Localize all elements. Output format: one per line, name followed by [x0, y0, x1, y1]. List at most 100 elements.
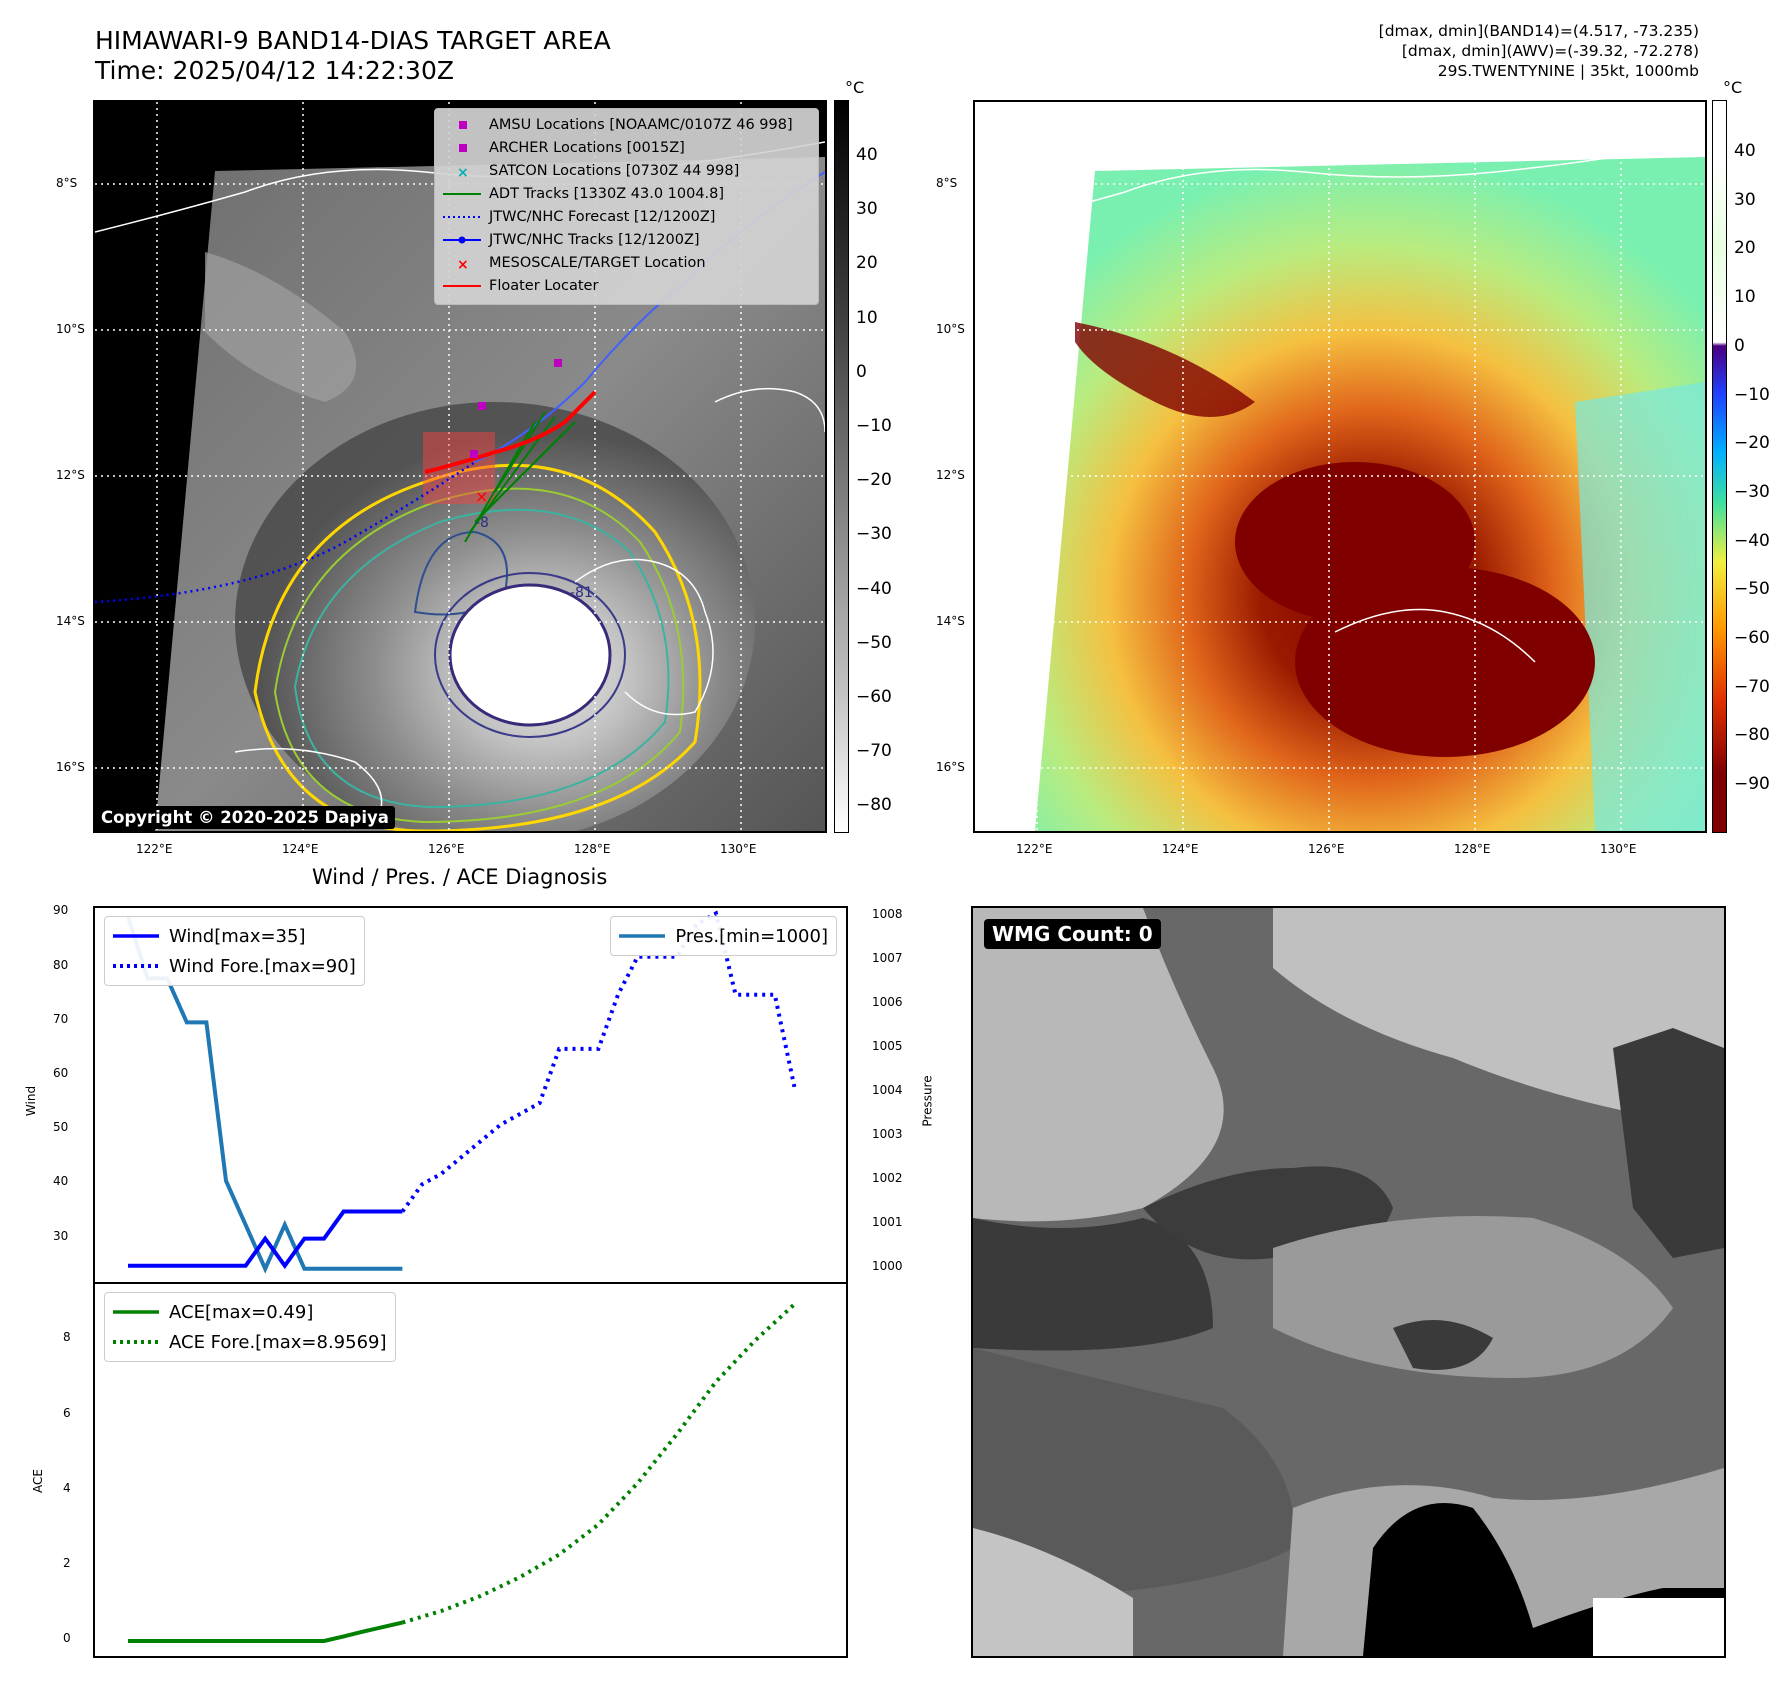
lat-label: 8°S	[936, 176, 958, 190]
legend-label: Floater Locater	[489, 277, 599, 294]
figure-time: Time: 2025/04/12 14:22:30Z	[95, 56, 454, 85]
legend-entry: ARCHER Locations [0015Z]	[443, 136, 810, 159]
colorbar1-tick: 10	[856, 307, 878, 328]
x-marker-icon: ×	[443, 255, 481, 273]
wind-tick-label: 80	[53, 957, 69, 972]
colorbar2-unit: °C	[1723, 78, 1743, 97]
ace-tick-label: 2	[63, 1555, 71, 1570]
awv-map-image	[975, 102, 1705, 831]
pressure-tick-label: 1003	[872, 1126, 903, 1141]
ace-tick-label: 0	[63, 1630, 71, 1645]
ir-map-panel: × -8 -81 AMSU Locations [NOAAMC/0107Z 46…	[93, 100, 827, 833]
pressure-axis-label: Pressure	[920, 1075, 935, 1127]
lon-label: 130°E	[720, 842, 757, 856]
svg-text:×: ×	[457, 257, 469, 271]
wind-tick-label: 50	[53, 1120, 69, 1135]
legend-entry: × MESOSCALE/TARGET Location	[443, 251, 810, 274]
ace-tick-label: 6	[63, 1405, 71, 1420]
pressure-tick-label: 1001	[872, 1214, 903, 1229]
solid-line-icon	[443, 278, 481, 294]
pressure-tick-label: 1006	[872, 994, 903, 1009]
wmg-image	[973, 908, 1724, 1656]
lon-label: 126°E	[1308, 842, 1345, 856]
colorbar2-tick: −40	[1734, 530, 1770, 551]
copyright-label: Copyright © 2020-2025 Dapiya	[95, 806, 395, 829]
series-line	[401, 1302, 796, 1625]
lon-label: 130°E	[1600, 842, 1637, 856]
svg-text:×: ×	[457, 165, 469, 179]
figure-title: HIMAWARI-9 BAND14-DIAS TARGET AREA	[95, 26, 611, 55]
solid-line-icon	[443, 186, 481, 202]
wind-tick-label: 40	[53, 1174, 69, 1189]
colorbar1-tick: −30	[856, 524, 892, 545]
lat-label: 12°S	[56, 468, 85, 482]
colorbar2-tick: −80	[1734, 725, 1770, 746]
legend-entry: × SATCON Locations [0730Z 44 998]	[443, 159, 810, 182]
wind-axis-label: Wind	[24, 1085, 39, 1117]
lat-label: 16°S	[936, 760, 965, 774]
colorbar1-tick: 40	[856, 145, 878, 165]
legend-label: SATCON Locations [0730Z 44 998]	[489, 162, 740, 179]
colorbar2-tick: 20	[1734, 238, 1756, 259]
legend-pressure: Pres.[min=1000]	[619, 921, 828, 951]
colorbar1-unit: °C	[845, 78, 865, 97]
series-line	[400, 910, 797, 1213]
lon-label: 126°E	[428, 842, 465, 856]
legend-ace-forecast-label: ACE Fore.[max=8.9569]	[169, 1331, 387, 1353]
legend-ace-forecast: ACE Fore.[max=8.9569]	[113, 1327, 387, 1357]
colorbar2-tick: −20	[1734, 433, 1770, 454]
archer-marker	[478, 402, 486, 410]
diagnosis-title: Wind / Pres. / ACE Diagnosis	[312, 865, 608, 889]
ace-tick-label: 8	[63, 1330, 71, 1345]
lat-label: 16°S	[56, 760, 85, 774]
colorbar1-tick: −70	[856, 741, 892, 762]
colorbar-gray	[834, 100, 849, 833]
colorbar1-tick: −80	[856, 795, 892, 816]
legend-wind-forecast-label: Wind Fore.[max=90]	[169, 955, 356, 977]
archer-marker-2	[470, 450, 478, 458]
legend-entry: AMSU Locations [NOAAMC/0107Z 46 998]	[443, 113, 810, 136]
colorbar1-tick: −50	[856, 632, 892, 653]
colorbar2-tick: −60	[1734, 628, 1770, 648]
lon-label: 124°E	[1162, 842, 1199, 856]
colorbar2-tick: −70	[1734, 676, 1770, 697]
legend-wind-label: Wind[max=35]	[169, 925, 306, 947]
map-legend: AMSU Locations [NOAAMC/0107Z 46 998] ARCH…	[434, 108, 819, 305]
contour-label-2: -81	[570, 585, 593, 601]
ace-tick-label: 4	[63, 1480, 71, 1495]
wind-tick-label: 70	[53, 1011, 69, 1026]
colorbar2-tick: −50	[1734, 579, 1770, 600]
lat-label: 12°S	[936, 468, 965, 482]
legend-wind: Wind[max=35]	[113, 921, 356, 951]
pressure-tick-label: 1002	[872, 1170, 903, 1185]
colorbar2-tick: −90	[1734, 774, 1770, 795]
wind-tick-label: 90	[53, 903, 69, 918]
info-band14: [dmax, dmin](BAND14)=(4.517, -73.235)	[1378, 22, 1699, 40]
wmg-panel: WMG Count: 0	[971, 906, 1726, 1658]
legend-entry: JTWC/NHC Forecast [12/1200Z]	[443, 205, 810, 228]
legend-ace-label: ACE[max=0.49]	[169, 1301, 314, 1323]
legend-entry: Floater Locater	[443, 274, 810, 297]
lon-label: 124°E	[282, 842, 319, 856]
square-marker-icon	[443, 140, 481, 156]
line-with-dots-icon	[443, 232, 481, 248]
legend-entry: JTWC/NHC Tracks [12/1200Z]	[443, 228, 810, 251]
series-line	[128, 1209, 403, 1270]
legend-label: ADT Tracks [1330Z 43.0 1004.8]	[489, 185, 725, 202]
lat-label: 10°S	[56, 322, 85, 336]
pressure-tick-label: 1007	[872, 950, 903, 965]
colorbar2-tick: 0	[1734, 335, 1745, 356]
pressure-tick-label: 1008	[872, 906, 903, 921]
series-line	[126, 916, 403, 1274]
awv-map-panel	[973, 100, 1707, 833]
lat-label: 10°S	[936, 322, 965, 336]
legend-label: JTWC/NHC Forecast [12/1200Z]	[489, 208, 716, 225]
series-line	[128, 1620, 403, 1643]
pressure-legend: Pres.[min=1000]	[610, 916, 837, 956]
pressure-tick-label: 1004	[872, 1082, 903, 1097]
colorbar1-tick: −40	[856, 578, 892, 599]
colorbar1-tick: 20	[856, 253, 878, 274]
colorbar2-tick: 30	[1734, 189, 1756, 210]
wmg-count-badge: WMG Count: 0	[984, 919, 1161, 949]
amsu-marker	[554, 359, 562, 367]
